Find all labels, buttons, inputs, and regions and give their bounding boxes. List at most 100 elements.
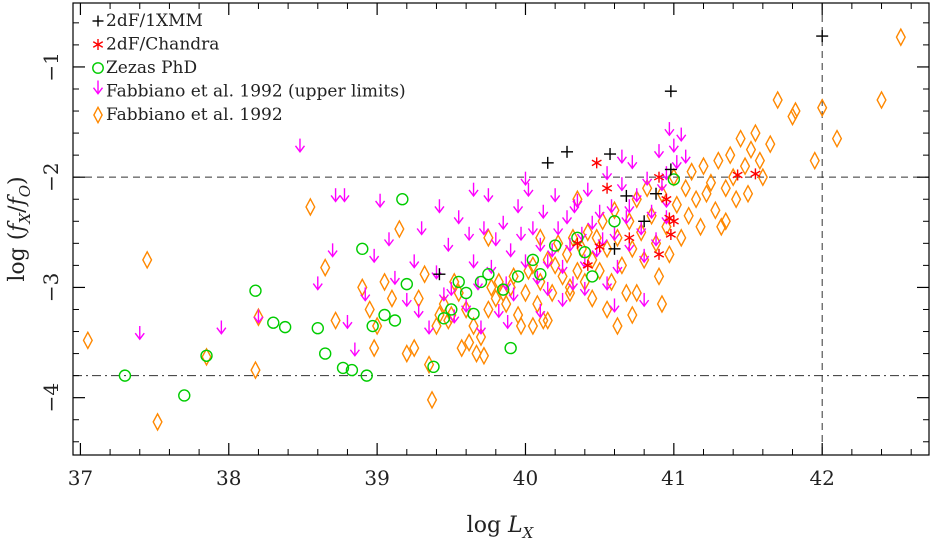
legend-label-0: 2dF/1XMM bbox=[106, 11, 203, 31]
legend-marker-circle bbox=[92, 62, 104, 74]
point-diamond-118 bbox=[876, 90, 887, 110]
point-arrow-down-37 bbox=[498, 215, 509, 231]
x-tick-label: 38 bbox=[216, 466, 241, 490]
point-circle-2 bbox=[200, 349, 213, 362]
point-diamond-27 bbox=[449, 272, 460, 292]
point-diamond-24 bbox=[438, 294, 450, 314]
point-diamond-87 bbox=[671, 195, 682, 215]
point-diamond-4 bbox=[250, 360, 261, 380]
legend-marker-diamond bbox=[93, 105, 103, 125]
y-axis-title: log (fX/fO) bbox=[5, 176, 34, 281]
point-diamond-88 bbox=[676, 228, 687, 248]
point-arrow-down-88 bbox=[609, 298, 620, 313]
point-diamond-101 bbox=[725, 145, 736, 165]
point-diamond-60 bbox=[572, 261, 583, 281]
point-diamond-39 bbox=[493, 272, 504, 292]
point-diamond-99 bbox=[716, 217, 727, 237]
x-tick-label: 40 bbox=[513, 466, 538, 490]
point-diamond-89 bbox=[680, 178, 691, 198]
plot-frame bbox=[72, 2, 930, 456]
point-diamond-128 bbox=[601, 299, 613, 320]
legend-marker-plus bbox=[92, 15, 104, 27]
point-arrow-down-24 bbox=[446, 281, 457, 297]
point-diamond-72 bbox=[616, 255, 628, 275]
point-arrow-down-96 bbox=[569, 199, 580, 214]
point-circle-25 bbox=[504, 341, 517, 355]
point-arrow-down-67 bbox=[609, 226, 620, 242]
y-tick-label: −1 bbox=[39, 52, 63, 81]
point-circle-5 bbox=[278, 320, 292, 334]
point-asterisk-10 bbox=[732, 169, 743, 181]
point-diamond-93 bbox=[695, 217, 706, 237]
point-arrow-down-14 bbox=[389, 270, 400, 286]
x-tick-label: 41 bbox=[661, 466, 686, 490]
point-arrow-down-89 bbox=[639, 292, 650, 308]
point-arrow-down-72 bbox=[627, 155, 638, 170]
point-diamond-11 bbox=[369, 338, 380, 358]
point-circle-29 bbox=[548, 239, 562, 252]
point-arrow-down-93 bbox=[535, 303, 546, 319]
point-circle-16 bbox=[400, 277, 413, 291]
point-diamond-110 bbox=[757, 167, 768, 187]
point-plus-7 bbox=[664, 163, 677, 176]
point-diamond-117 bbox=[831, 129, 843, 149]
point-arrow-down-55 bbox=[564, 237, 576, 253]
point-plus-0 bbox=[816, 30, 829, 43]
point-arrow-down-44 bbox=[523, 182, 534, 198]
point-arrow-down-70 bbox=[621, 210, 632, 225]
point-arrow-down-84 bbox=[671, 155, 682, 170]
point-circle-19 bbox=[445, 303, 458, 316]
point-circle-34 bbox=[608, 215, 621, 228]
point-arrow-down-77 bbox=[646, 204, 657, 220]
point-arrow-down-27 bbox=[461, 298, 472, 313]
point-diamond-82 bbox=[653, 266, 665, 286]
point-diamond-121 bbox=[627, 305, 638, 325]
point-arrow-down-9 bbox=[349, 342, 360, 357]
point-diamond-3 bbox=[201, 347, 212, 367]
point-diamond-15 bbox=[394, 219, 405, 239]
point-diamond-33 bbox=[471, 344, 482, 364]
point-asterisk-3 bbox=[661, 193, 672, 205]
point-diamond-21 bbox=[426, 390, 438, 410]
point-diamond-127 bbox=[483, 228, 494, 248]
point-arrow-down-98 bbox=[468, 182, 479, 198]
point-diamond-131 bbox=[527, 255, 539, 275]
point-arrow-down-61 bbox=[587, 215, 598, 231]
point-diamond-14 bbox=[386, 288, 398, 308]
point-arrow-down-0 bbox=[134, 326, 145, 341]
point-diamond-116 bbox=[817, 98, 828, 118]
point-diamond-95 bbox=[701, 184, 712, 204]
point-circle-7 bbox=[319, 347, 332, 360]
point-arrow-down-25 bbox=[449, 309, 460, 324]
point-diamond-92 bbox=[690, 189, 702, 209]
point-circle-6 bbox=[311, 322, 324, 335]
point-arrow-down-13 bbox=[383, 232, 395, 247]
point-diamond-53 bbox=[547, 283, 558, 303]
point-diamond-32 bbox=[468, 316, 479, 336]
point-arrow-down-92 bbox=[557, 292, 568, 308]
point-arrow-down-94 bbox=[502, 314, 513, 330]
point-diamond-31 bbox=[463, 333, 475, 353]
point-arrow-down-101 bbox=[520, 171, 531, 187]
point-arrow-down-31 bbox=[475, 320, 487, 335]
point-diamond-36 bbox=[483, 299, 494, 320]
point-arrow-down-5 bbox=[327, 243, 338, 258]
point-plus-2 bbox=[541, 156, 554, 169]
point-diamond-104 bbox=[735, 129, 746, 149]
point-diamond-114 bbox=[790, 101, 801, 121]
x-axis-title: log LX bbox=[467, 513, 535, 542]
point-arrow-down-40 bbox=[508, 287, 519, 302]
point-diamond-124 bbox=[542, 310, 553, 331]
point-circle-17 bbox=[427, 360, 440, 374]
point-diamond-12 bbox=[371, 316, 383, 336]
point-arrow-down-51 bbox=[550, 188, 561, 203]
point-diamond-49 bbox=[532, 294, 543, 314]
point-diamond-69 bbox=[606, 272, 617, 292]
point-diamond-0 bbox=[82, 330, 93, 350]
point-circle-33 bbox=[667, 173, 681, 186]
point-arrow-down-66 bbox=[606, 199, 617, 214]
point-arrow-down-49 bbox=[542, 281, 553, 297]
point-arrow-down-65 bbox=[602, 166, 613, 181]
